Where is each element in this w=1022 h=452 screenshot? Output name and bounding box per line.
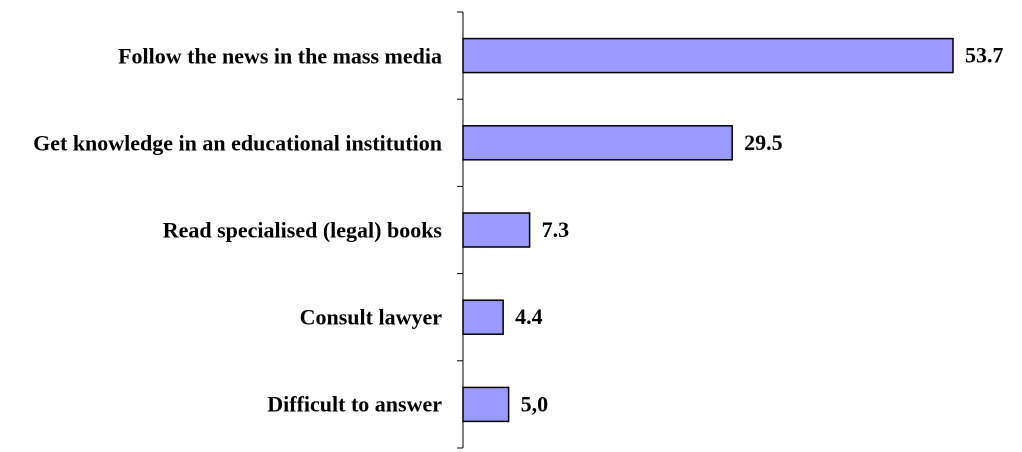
category-label-box: Difficult to answer [0, 391, 442, 418]
category-label: Read specialised (legal) books [162, 217, 442, 243]
category-label: Difficult to answer [267, 391, 442, 417]
category-label-box: Consult lawyer [0, 304, 442, 331]
bar [462, 386, 510, 423]
value-label: 7.3 [542, 217, 570, 242]
category-label-box: Get knowledge in an educational institut… [0, 129, 442, 156]
bar [462, 125, 733, 161]
value-label: 53.7 [965, 43, 1004, 68]
bar [462, 37, 954, 74]
value-label: 29.5 [744, 130, 783, 155]
category-label: Consult lawyer [299, 304, 442, 330]
value-label: 5,0 [521, 391, 549, 416]
category-label: Follow the news in the mass media [118, 43, 442, 69]
bar [462, 212, 531, 248]
category-label: Get knowledge in an educational institut… [33, 130, 442, 156]
value-label: 4.4 [515, 304, 543, 329]
category-label-box: Follow the news in the mass media [0, 42, 442, 69]
category-label-box: Read specialised (legal) books [0, 217, 442, 244]
bar [462, 299, 504, 335]
